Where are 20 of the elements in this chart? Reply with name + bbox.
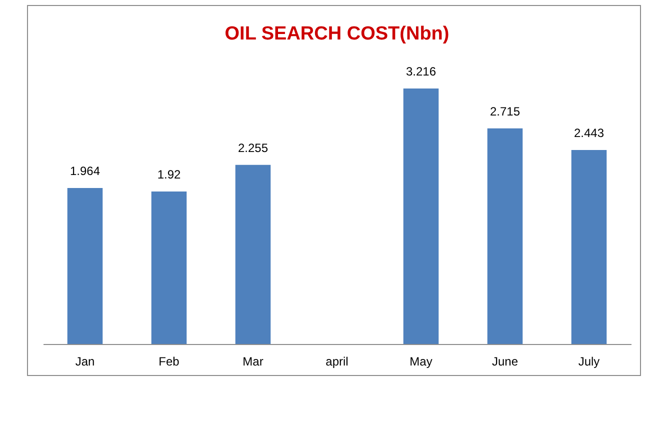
data-label: 2.443 [574, 126, 604, 140]
x-tick-label: July [578, 354, 600, 368]
x-tick-label: June [492, 354, 518, 368]
data-label: 1.92 [157, 167, 181, 182]
x-tick-label: Mar [242, 354, 264, 368]
data-label: 3.216 [406, 64, 436, 79]
bar [571, 150, 607, 344]
x-tick-label: May [410, 354, 432, 368]
bar [151, 191, 187, 344]
bar [403, 88, 439, 344]
data-label: 1.964 [70, 164, 100, 178]
bar [67, 188, 103, 344]
x-tick-label: april [326, 354, 348, 368]
bar [487, 128, 523, 344]
data-label: 2.715 [490, 104, 520, 118]
bar [235, 164, 271, 344]
x-tick-label: Feb [158, 354, 180, 368]
data-label: 2.255 [238, 140, 268, 155]
x-tick-label: Jan [75, 354, 95, 368]
chart-title: OIL SEARCH COST(Nbn) [224, 24, 450, 45]
